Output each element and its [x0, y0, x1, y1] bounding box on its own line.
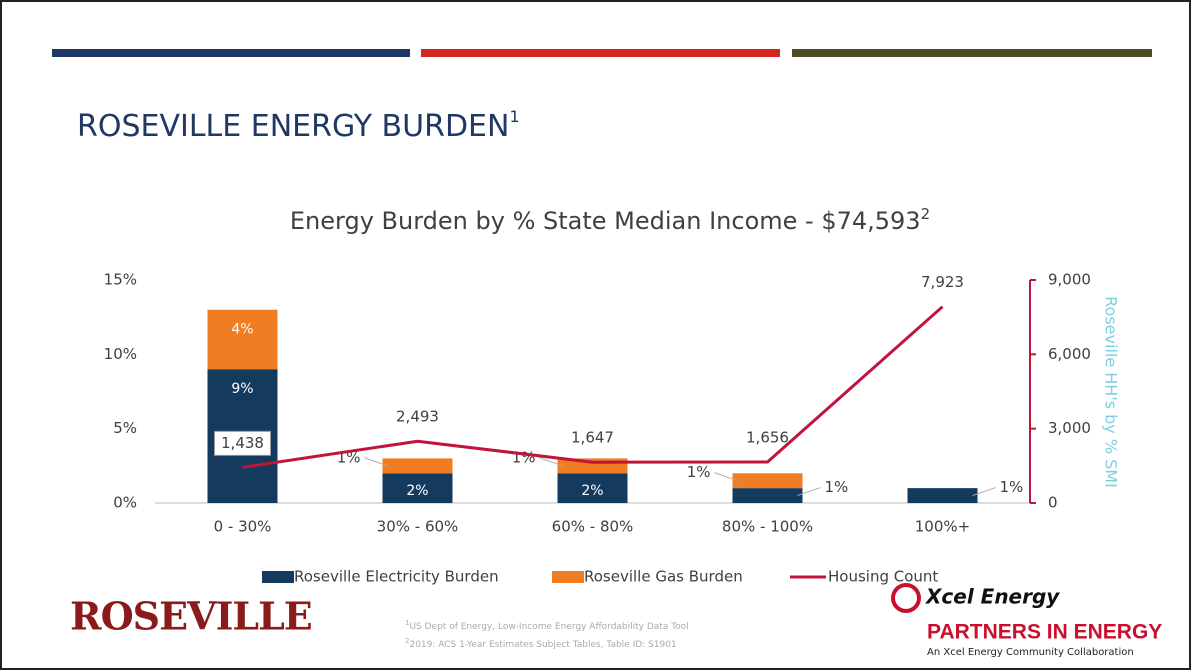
leader-line — [539, 457, 563, 467]
title-sup: 1 — [509, 107, 519, 126]
chart-title-text: Energy Burden by % State Median Income -… — [290, 207, 921, 235]
slide-title: ROSEVILLE ENERGY BURDEN1 — [77, 107, 520, 144]
y2-tick-label: 6,000 — [1048, 345, 1091, 363]
legend-swatch — [552, 571, 584, 583]
data-label: 2% — [406, 483, 428, 499]
line-label: 1,647 — [571, 429, 614, 447]
data-label: 1% — [825, 478, 849, 496]
line-label: 1,438 — [221, 434, 264, 452]
partners-logo: PARTNERS IN ENERGY — [927, 621, 1162, 644]
data-label: 2% — [581, 483, 603, 499]
footnote-text: US Dept of Energy, Low-Income Energy Aff… — [409, 622, 688, 632]
accent-bar — [421, 49, 780, 57]
x-tick-label: 60% - 80% — [552, 518, 634, 536]
y2-tick-label: 9,000 — [1048, 271, 1091, 289]
footnote: 1US Dept of Energy, Low-Income Energy Af… — [405, 619, 689, 632]
line-label: 1,656 — [746, 428, 789, 446]
bar-segment — [557, 473, 628, 503]
bar-segment — [207, 309, 278, 370]
legend-swatch — [262, 571, 294, 583]
leader-line — [797, 487, 821, 497]
chart-title-sup: 2 — [921, 205, 931, 223]
bar-segment — [907, 488, 978, 503]
y-tick-label: 0% — [113, 494, 137, 512]
bar-segment — [732, 488, 803, 503]
leader-line — [714, 472, 738, 482]
footnotes: 1US Dept of Energy, Low-Income Energy Af… — [405, 619, 689, 650]
bar-segment — [382, 458, 453, 474]
bar-segment — [382, 473, 453, 503]
y-tick-label: 10% — [104, 345, 137, 363]
label-box — [214, 430, 271, 456]
y-tick-label: 5% — [113, 419, 137, 437]
y-tick-label: 15% — [104, 271, 137, 289]
title-text: ROSEVILLE ENERGY BURDEN — [77, 109, 509, 144]
y2-tick-label: 3,000 — [1048, 419, 1091, 437]
x-tick-label: 80% - 100% — [722, 518, 813, 536]
data-label: 1% — [1000, 478, 1024, 496]
legend-label: Roseville Electricity Burden — [294, 568, 499, 586]
xcel-logo: Xcel Energy — [924, 585, 1060, 609]
roseville-logo: ROSEVILLE — [70, 594, 312, 639]
line-label: 7,923 — [921, 273, 964, 291]
bar-segment — [732, 473, 803, 489]
y2-tick-label: 0 — [1048, 494, 1058, 512]
legend-label: Roseville Gas Burden — [584, 568, 743, 586]
footnote-mark: 1 — [405, 619, 409, 627]
x-tick-label: 30% - 60% — [377, 518, 459, 536]
x-tick-label: 100%+ — [915, 518, 970, 536]
accent-bar — [792, 49, 1152, 57]
line-series — [242, 305, 944, 469]
x-tick-label: 0 - 30% — [214, 518, 272, 536]
footnote-mark: 2 — [405, 637, 409, 645]
leader-line — [972, 487, 996, 497]
data-label: 9% — [231, 381, 253, 397]
y2-axis-label: Roseville HH's by % SMI — [1102, 296, 1121, 488]
data-label: 1% — [512, 448, 536, 466]
legend-label: Housing Count — [828, 568, 938, 586]
footnote: 22019: ACS 1-Year Estimates Subject Tabl… — [405, 637, 677, 650]
xcel-icon — [891, 583, 921, 613]
leader-line — [364, 457, 388, 467]
partners-sub: An Xcel Energy Community Collaboration — [927, 647, 1134, 658]
data-label: 4% — [231, 322, 253, 338]
chart-title: Energy Burden by % State Median Income -… — [290, 205, 930, 236]
footnote-text: 2019: ACS 1-Year Estimates Subject Table… — [409, 640, 676, 650]
line-label: 2,493 — [396, 408, 439, 426]
data-label: 1% — [687, 463, 711, 481]
accent-bar — [52, 49, 410, 57]
